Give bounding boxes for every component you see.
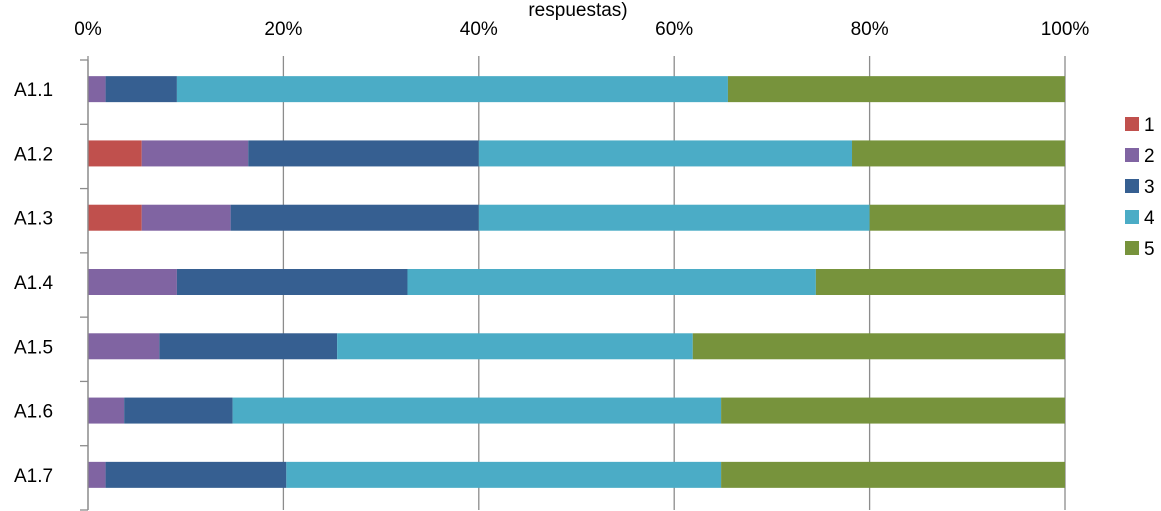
bar-segment bbox=[88, 397, 125, 424]
category-label: A1.3 bbox=[14, 209, 53, 230]
bar-segment bbox=[141, 204, 231, 231]
bar-segment bbox=[88, 140, 142, 167]
bar-segment bbox=[286, 461, 722, 488]
bar-segment bbox=[230, 204, 479, 231]
bar-segment bbox=[88, 269, 177, 295]
bar-segment bbox=[105, 76, 177, 103]
chart-title: respuestas) bbox=[528, 0, 627, 21]
category-label: A1.2 bbox=[14, 144, 53, 165]
bar-segment bbox=[88, 204, 142, 231]
category-label: A1.5 bbox=[14, 337, 53, 358]
legend-label: 4 bbox=[1144, 208, 1155, 229]
bar-segment bbox=[176, 269, 408, 295]
bar-segment bbox=[141, 140, 249, 167]
bar-segment bbox=[815, 269, 1065, 295]
category-label: A1.4 bbox=[14, 273, 54, 294]
x-tick-label: 40% bbox=[460, 19, 498, 40]
category-label: A1.1 bbox=[14, 80, 53, 101]
bar-segment bbox=[232, 397, 722, 424]
bar-segment bbox=[721, 461, 1065, 488]
legend-swatch bbox=[1125, 241, 1139, 255]
bar-segment bbox=[692, 333, 1065, 360]
x-tick-label: 0% bbox=[74, 19, 102, 40]
x-tick-label: 80% bbox=[851, 19, 889, 40]
legend-swatch bbox=[1125, 210, 1139, 224]
bar-segment bbox=[248, 140, 479, 167]
legend-label: 2 bbox=[1144, 146, 1155, 167]
bar-segment bbox=[337, 333, 693, 360]
legend-swatch bbox=[1125, 117, 1139, 131]
bar-segment bbox=[721, 397, 1065, 424]
category-label: A1.6 bbox=[14, 402, 53, 423]
bar-segment bbox=[727, 76, 1065, 103]
bar-segment bbox=[88, 76, 106, 103]
x-tick-label: 60% bbox=[655, 19, 693, 40]
bar-segment bbox=[124, 397, 233, 424]
bar-segment bbox=[159, 333, 338, 360]
legend-swatch bbox=[1125, 148, 1139, 162]
legend-swatch bbox=[1125, 179, 1139, 193]
bar-segment bbox=[105, 461, 287, 488]
legend-label: 5 bbox=[1144, 239, 1155, 260]
bar-segment bbox=[869, 204, 1065, 231]
bar-segment bbox=[176, 76, 728, 103]
bar-segment bbox=[88, 461, 106, 488]
category-label: A1.7 bbox=[14, 466, 53, 487]
bar-segment bbox=[478, 140, 853, 167]
x-tick-label: 20% bbox=[264, 19, 302, 40]
legend-label: 1 bbox=[1144, 115, 1155, 136]
bar-segment bbox=[88, 333, 160, 360]
bar-segment bbox=[852, 140, 1065, 167]
bar-segment bbox=[478, 204, 870, 231]
legend-label: 3 bbox=[1144, 177, 1155, 198]
bar-segment bbox=[407, 269, 816, 295]
x-tick-label: 100% bbox=[1041, 19, 1090, 40]
